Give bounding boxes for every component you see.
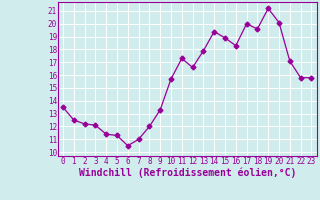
X-axis label: Windchill (Refroidissement éolien,°C): Windchill (Refroidissement éolien,°C) — [78, 167, 296, 178]
